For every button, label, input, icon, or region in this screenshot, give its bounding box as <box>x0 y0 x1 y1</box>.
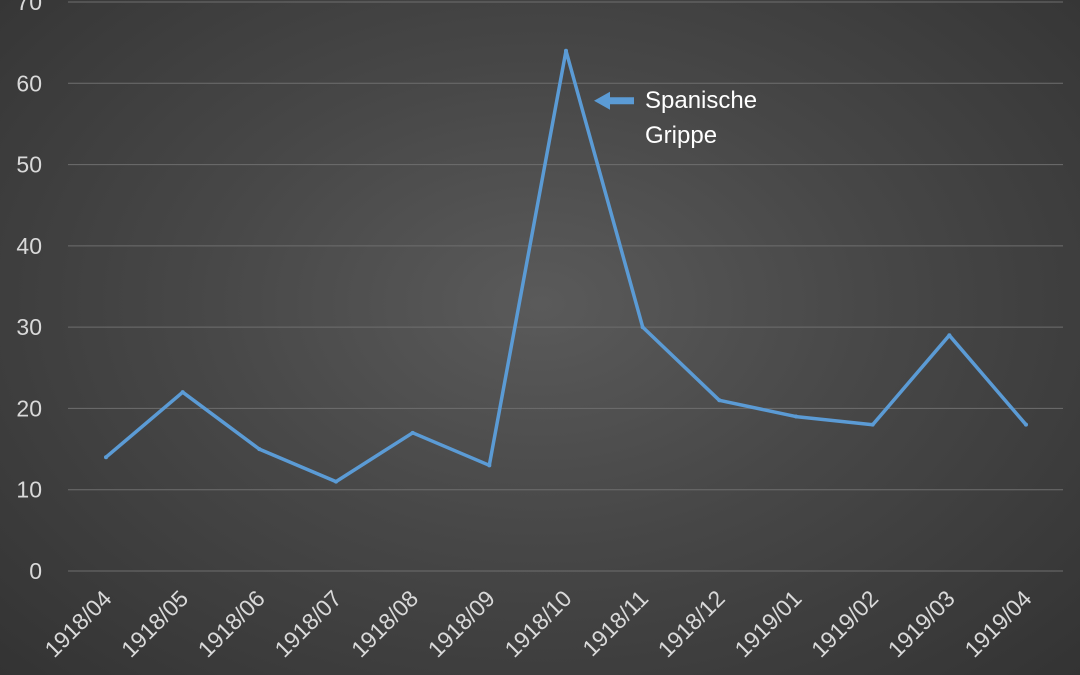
x-tick-label: 1919/02 <box>806 585 883 662</box>
y-tick-label: 60 <box>16 70 42 96</box>
data-point <box>870 422 875 427</box>
y-tick-label: 70 <box>16 0 42 15</box>
y-tick-label: 50 <box>16 152 42 178</box>
data-point <box>334 479 338 484</box>
gridlines <box>68 1 1063 572</box>
x-tick-label: 1918/12 <box>653 585 730 662</box>
y-axis: 0 10 20 30 40 50 60 70 <box>16 0 42 584</box>
x-tick-label: 1918/08 <box>346 585 423 662</box>
y-tick-label: 30 <box>16 314 42 340</box>
data-point <box>257 447 262 452</box>
annotation-label-line-2: Grippe <box>645 122 717 149</box>
x-tick-label: 1918/04 <box>39 585 116 662</box>
data-point <box>794 414 798 419</box>
series <box>104 48 1028 484</box>
y-tick-label: 20 <box>16 395 42 421</box>
x-tick-label: 1918/07 <box>269 585 346 662</box>
data-point <box>717 398 722 403</box>
annotation-arrow <box>594 91 634 110</box>
x-axis: 1918/04 1918/05 1918/06 1918/07 1918/08 1918/… <box>39 585 1036 662</box>
y-tick-label: 40 <box>16 233 42 259</box>
annotation: Spanische Grippe <box>594 87 757 149</box>
x-tick-label: 1919/03 <box>883 585 960 662</box>
data-point <box>1024 422 1028 427</box>
data-point <box>410 430 415 435</box>
x-tick-label: 1918/06 <box>193 585 270 662</box>
x-tick-label: 1919/04 <box>959 585 1036 662</box>
data-point <box>180 390 185 395</box>
data-point <box>104 455 108 460</box>
data-point <box>947 333 952 338</box>
x-tick-label: 1919/01 <box>729 585 806 662</box>
series-line <box>104 49 1028 484</box>
y-tick-label: 10 <box>16 477 42 503</box>
x-tick-label: 1918/05 <box>116 585 193 662</box>
x-tick-label: 1918/10 <box>499 585 576 662</box>
data-point <box>564 48 568 53</box>
x-tick-label: 1918/11 <box>577 585 653 661</box>
x-tick-label: 1918/09 <box>423 585 500 662</box>
annotation-label-line-1: Spanische <box>645 87 757 114</box>
data-point <box>640 325 645 330</box>
data-point <box>487 463 492 468</box>
y-tick-label: 0 <box>29 558 42 584</box>
